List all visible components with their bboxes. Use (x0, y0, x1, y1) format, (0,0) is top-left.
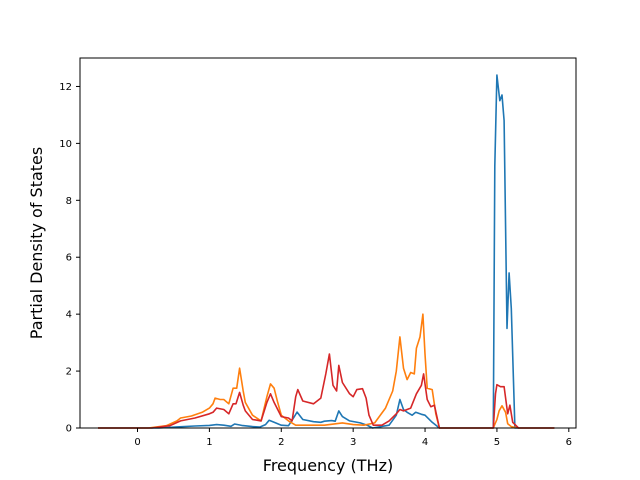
y-tick-label: 12 (59, 82, 72, 93)
y-tick-label: 0 (66, 424, 72, 435)
y-tick-label: 6 (66, 253, 72, 264)
series-lines (98, 74, 555, 429)
y-tick-label: 10 (59, 139, 72, 150)
x-tick-label: 6 (566, 437, 572, 448)
y-tick-label: 4 (66, 310, 72, 321)
x-axis-ticks: 0 1 2 3 4 5 6 (134, 428, 572, 448)
x-tick-label: 0 (134, 437, 140, 448)
y-axis-title: Partial Density of States (27, 147, 46, 339)
series-line-1 (98, 74, 555, 429)
x-tick-label: 4 (422, 437, 428, 448)
x-tick-label: 3 (350, 437, 356, 448)
x-tick-label: 5 (494, 437, 500, 448)
x-tick-label: 1 (206, 437, 212, 448)
y-tick-label: 8 (66, 196, 72, 207)
y-tick-label: 2 (66, 367, 72, 378)
x-axis-title: Frequency (THz) (263, 456, 393, 475)
plot-frame (79, 57, 577, 429)
x-tick-label: 2 (278, 437, 284, 448)
y-axis-ticks: 0 2 4 6 8 10 12 (59, 82, 80, 435)
series-line-3 (98, 353, 555, 429)
